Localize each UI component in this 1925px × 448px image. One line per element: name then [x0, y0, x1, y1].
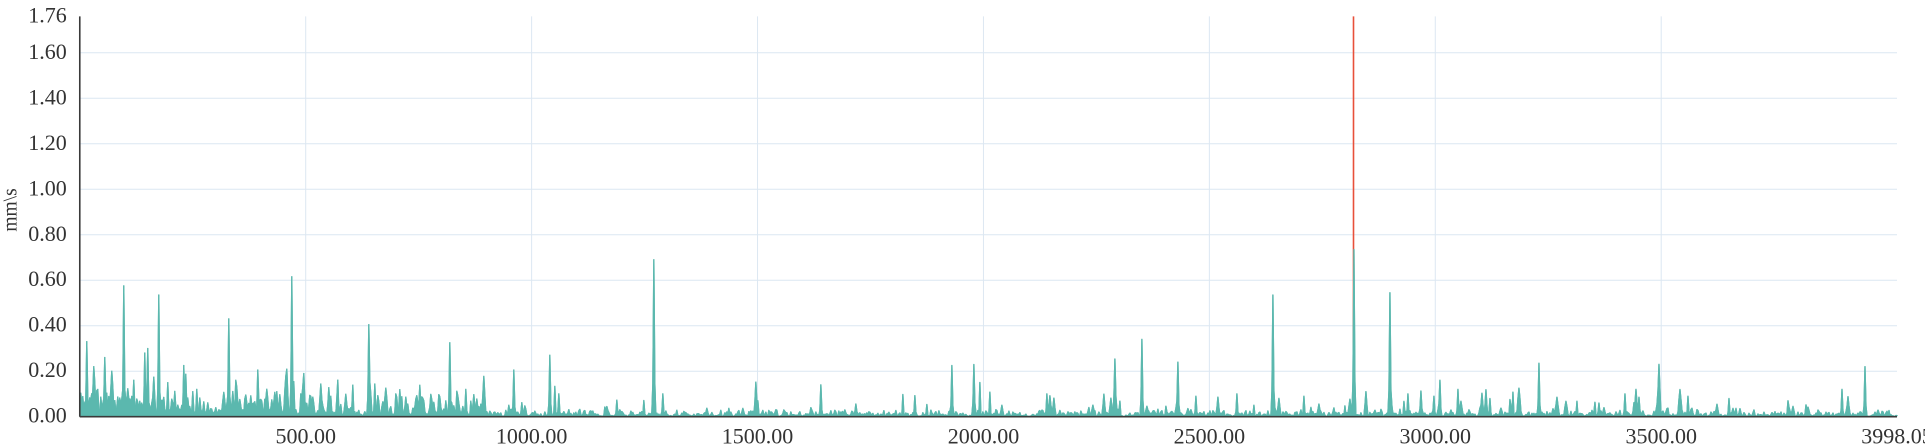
svg-text:mm\s: mm\s: [0, 188, 21, 231]
svg-text:0.60: 0.60: [28, 266, 67, 291]
svg-text:3500.00: 3500.00: [1625, 424, 1697, 448]
svg-text:2000.00: 2000.00: [948, 424, 1020, 448]
svg-text:3998.05: 3998.05: [1861, 424, 1925, 448]
svg-text:2500.00: 2500.00: [1174, 424, 1246, 448]
svg-text:1000.00: 1000.00: [496, 424, 568, 448]
svg-text:1.76: 1.76: [28, 2, 67, 27]
svg-text:3000.00: 3000.00: [1400, 424, 1472, 448]
svg-text:1.00: 1.00: [28, 175, 67, 200]
svg-text:500.00: 500.00: [275, 424, 336, 448]
svg-text:0.40: 0.40: [28, 312, 67, 337]
svg-text:1.40: 1.40: [28, 84, 67, 109]
svg-text:0.00: 0.00: [28, 403, 67, 428]
svg-text:1.60: 1.60: [28, 39, 67, 64]
svg-text:1500.00: 1500.00: [722, 424, 794, 448]
svg-text:1.20: 1.20: [28, 130, 67, 155]
svg-text:0.20: 0.20: [28, 357, 67, 382]
svg-text:0.80: 0.80: [28, 221, 67, 246]
